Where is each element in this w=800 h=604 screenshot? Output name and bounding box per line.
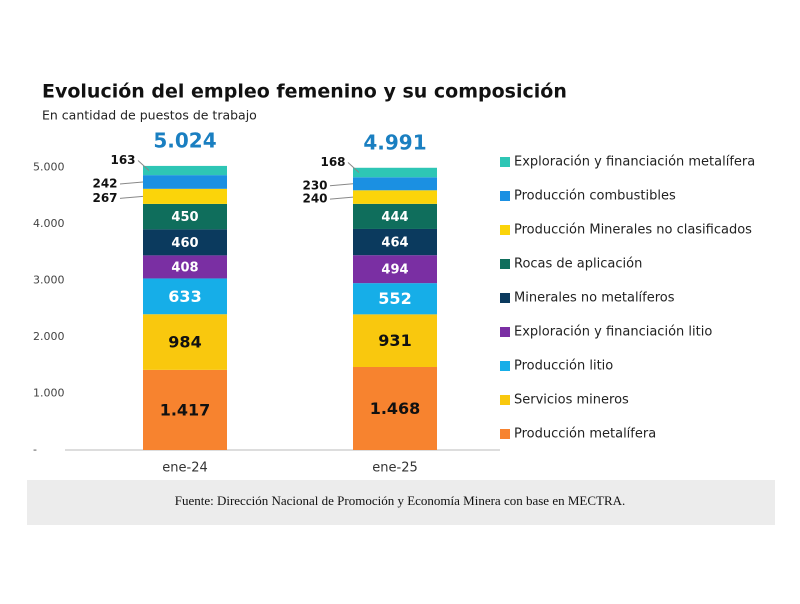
- leader-line: [329, 183, 354, 187]
- bar-segment: [353, 190, 437, 204]
- bar-segment: [143, 203, 227, 230]
- value-label: 168: [320, 155, 345, 169]
- value-label: 242: [92, 176, 117, 190]
- legend-label: Rocas de aplicación: [514, 257, 642, 272]
- value-label: 1.468: [370, 399, 421, 418]
- total-label: 4.991: [363, 130, 426, 154]
- bar-segment: [353, 283, 437, 315]
- bar-segment: [143, 255, 227, 279]
- chart-title: Evolución del empleo femenino y su compo…: [42, 81, 567, 103]
- source-band: [27, 480, 775, 525]
- leader-line: [137, 160, 150, 171]
- bar-segment: [353, 167, 437, 178]
- bar-segment: [143, 188, 227, 204]
- bar-segment: [353, 228, 437, 256]
- bar-segment: [353, 177, 437, 191]
- y-tick-label: -: [33, 443, 37, 456]
- x-tick-label: ene-24: [162, 461, 207, 476]
- value-label: 633: [168, 287, 201, 306]
- y-tick-label: 5.000: [33, 160, 65, 173]
- legend-swatch: [500, 225, 510, 235]
- chart-subtitle: En cantidad de puestos de trabajo: [42, 108, 257, 123]
- legend-label: Producción metalífera: [514, 427, 656, 442]
- leader-line: [329, 196, 354, 200]
- bar-segment: [353, 255, 437, 284]
- bar-segment: [353, 366, 437, 450]
- value-label: 163: [110, 153, 135, 167]
- value-label: 931: [378, 331, 411, 350]
- bar-segment: [143, 369, 227, 450]
- legend-swatch: [500, 191, 510, 201]
- leader-line: [347, 162, 360, 173]
- bar-segment: [143, 278, 227, 315]
- legend-swatch: [500, 259, 510, 269]
- value-label: 408: [171, 260, 198, 275]
- value-label: 230: [302, 178, 327, 192]
- bar-segment: [143, 229, 227, 256]
- legend-swatch: [500, 395, 510, 405]
- bar-segment: [353, 314, 437, 367]
- legend-swatch: [500, 293, 510, 303]
- legend-label: Producción Minerales no clasificados: [514, 223, 752, 238]
- legend-swatch: [500, 327, 510, 337]
- value-label: 267: [92, 191, 117, 205]
- legend-label: Exploración y financiación litio: [514, 325, 712, 340]
- legend-label: Servicios mineros: [514, 393, 629, 408]
- value-label: 240: [302, 192, 327, 206]
- value-label: 552: [378, 289, 411, 308]
- legend-swatch: [500, 361, 510, 371]
- legend-swatch: [500, 429, 510, 439]
- y-tick-label: 4.000: [33, 217, 65, 230]
- y-tick-label: 2.000: [33, 330, 65, 343]
- total-label: 5.024: [153, 128, 216, 152]
- value-label: 464: [381, 236, 408, 251]
- value-label: 450: [171, 210, 198, 225]
- leader-line: [119, 195, 144, 199]
- legend-label: Producción litio: [514, 359, 613, 374]
- y-tick-label: 3.000: [33, 273, 65, 286]
- y-tick-label: 1.000: [33, 386, 65, 399]
- bar-segment: [143, 175, 227, 189]
- value-label: 460: [171, 236, 198, 251]
- bar-segment: [353, 203, 437, 229]
- legend-label: Exploración y financiación metalífera: [514, 155, 755, 170]
- value-label: 494: [381, 263, 408, 278]
- legend-label: Producción combustibles: [514, 189, 676, 204]
- source: Fuente: Dirección Nacional de Promoción …: [175, 493, 626, 508]
- bar-segment: [143, 314, 227, 370]
- x-tick-label: ene-25: [372, 461, 417, 476]
- legend-swatch: [500, 157, 510, 167]
- value-label: 1.417: [160, 400, 211, 419]
- legend-label: Minerales no metalíferos: [514, 291, 675, 306]
- value-label: 444: [381, 210, 408, 225]
- bar-segment: [143, 165, 227, 176]
- value-label: 984: [168, 333, 201, 352]
- leader-line: [119, 181, 144, 185]
